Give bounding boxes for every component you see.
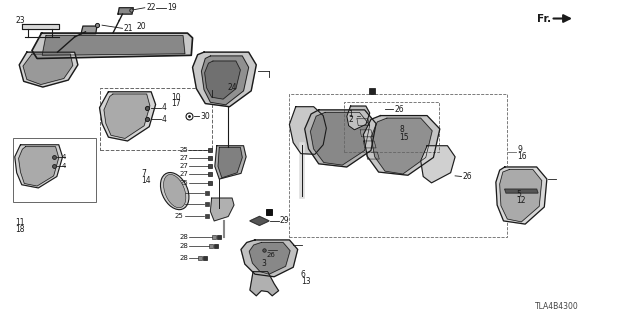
Text: 20: 20 <box>136 22 146 31</box>
Text: 27: 27 <box>179 156 188 161</box>
Polygon shape <box>250 272 278 296</box>
Text: 4: 4 <box>62 163 67 169</box>
Bar <box>100 88 212 150</box>
Text: 7: 7 <box>141 169 147 178</box>
Polygon shape <box>364 116 440 175</box>
Polygon shape <box>305 110 376 167</box>
Polygon shape <box>364 141 376 148</box>
Text: 27: 27 <box>179 171 188 177</box>
Polygon shape <box>357 119 370 126</box>
Polygon shape <box>249 243 290 274</box>
Polygon shape <box>15 145 63 188</box>
Polygon shape <box>205 61 241 99</box>
Text: 2: 2 <box>349 115 353 124</box>
Text: 3: 3 <box>261 259 266 268</box>
Text: 19: 19 <box>167 3 177 12</box>
Polygon shape <box>42 36 185 55</box>
Text: 27: 27 <box>179 163 188 169</box>
Text: 25: 25 <box>175 201 184 207</box>
Text: 1: 1 <box>349 109 353 118</box>
Polygon shape <box>505 189 538 193</box>
Text: 23: 23 <box>15 16 25 25</box>
Polygon shape <box>118 8 133 14</box>
Text: 6: 6 <box>301 270 306 279</box>
Text: 24: 24 <box>228 83 237 92</box>
Text: 22: 22 <box>146 3 156 12</box>
Polygon shape <box>241 240 298 277</box>
Bar <box>13 139 96 202</box>
Polygon shape <box>250 216 269 225</box>
Text: 15: 15 <box>399 133 409 142</box>
Text: 12: 12 <box>516 196 526 205</box>
Polygon shape <box>367 152 380 159</box>
Text: 16: 16 <box>518 152 527 161</box>
Text: 8: 8 <box>399 125 404 134</box>
Polygon shape <box>81 26 97 34</box>
Text: 30: 30 <box>200 112 210 121</box>
Text: 9: 9 <box>518 145 522 154</box>
Polygon shape <box>371 118 432 174</box>
Text: 26: 26 <box>463 172 472 181</box>
Text: 26: 26 <box>266 252 275 258</box>
Text: 28: 28 <box>179 255 188 261</box>
Text: 4: 4 <box>162 115 167 124</box>
Text: 25: 25 <box>179 180 188 186</box>
Text: 29: 29 <box>280 216 289 225</box>
Bar <box>344 102 438 152</box>
Polygon shape <box>19 147 59 186</box>
Text: 26: 26 <box>394 105 404 114</box>
Polygon shape <box>218 147 243 178</box>
Text: 17: 17 <box>172 99 181 108</box>
Text: 11: 11 <box>15 218 25 227</box>
Ellipse shape <box>161 172 189 210</box>
Text: 21: 21 <box>124 24 133 33</box>
Text: 27: 27 <box>175 190 184 196</box>
Text: 4: 4 <box>162 103 167 112</box>
Polygon shape <box>202 56 248 105</box>
Polygon shape <box>19 52 78 87</box>
Ellipse shape <box>119 105 145 120</box>
Text: 14: 14 <box>141 176 151 185</box>
Polygon shape <box>215 146 246 179</box>
Polygon shape <box>104 94 150 139</box>
Polygon shape <box>496 167 547 224</box>
Text: 25: 25 <box>175 213 184 220</box>
Polygon shape <box>211 198 234 221</box>
Text: 25: 25 <box>179 148 188 154</box>
Polygon shape <box>23 54 73 84</box>
Text: 10: 10 <box>172 93 181 102</box>
Text: 28: 28 <box>179 234 188 240</box>
Polygon shape <box>100 92 156 141</box>
Text: TLA4B4300: TLA4B4300 <box>536 302 579 311</box>
Ellipse shape <box>164 174 186 208</box>
Polygon shape <box>420 146 455 183</box>
Bar <box>289 94 508 237</box>
Text: 18: 18 <box>15 225 25 234</box>
Text: 28: 28 <box>179 243 188 249</box>
Polygon shape <box>500 170 541 222</box>
Text: 13: 13 <box>301 277 310 286</box>
Polygon shape <box>289 107 326 154</box>
Polygon shape <box>22 24 59 29</box>
Polygon shape <box>310 112 370 165</box>
Text: Fr.: Fr. <box>536 13 550 23</box>
Polygon shape <box>193 52 256 107</box>
Polygon shape <box>360 130 373 137</box>
Polygon shape <box>347 106 370 130</box>
Text: 4: 4 <box>62 154 67 160</box>
Polygon shape <box>32 33 193 59</box>
Text: 5: 5 <box>516 190 521 199</box>
